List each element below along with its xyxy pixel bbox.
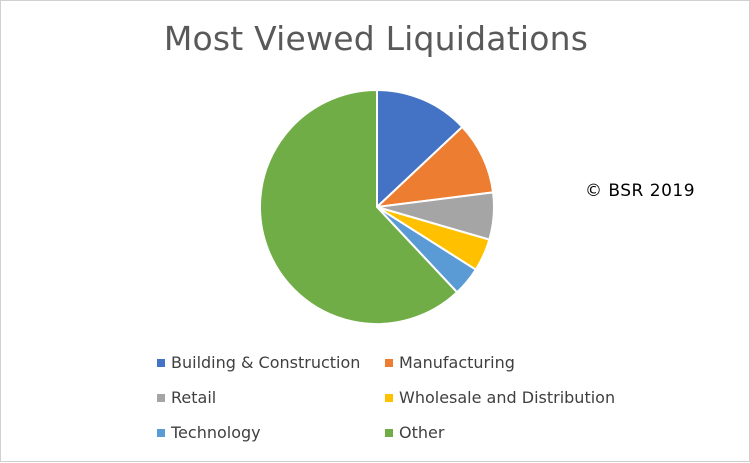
- pie-slice-manufacturing: [374, 125, 495, 209]
- legend-item-building-construction: Building & Construction: [157, 353, 360, 372]
- legend-item-retail: Retail: [157, 388, 216, 407]
- legend-label: Retail: [171, 388, 217, 407]
- legend-item-other: Other: [385, 423, 444, 442]
- legend-swatch: [157, 358, 165, 367]
- legend-swatch: [385, 358, 393, 367]
- legend-swatch: [157, 428, 165, 437]
- chart-title: Most Viewed Liquidations: [163, 19, 589, 58]
- legend-item-wholesale-distribution: Wholesale and Distribution: [385, 388, 615, 407]
- legend-swatch: [385, 393, 393, 402]
- legend-label: Technology: [171, 423, 261, 442]
- legend-swatch: [157, 393, 165, 402]
- legend-label: Manufacturing: [399, 353, 515, 372]
- legend-label: Other: [399, 423, 445, 442]
- copyright-annotation: © BSR 2019: [585, 181, 696, 201]
- legend-item-manufacturing: Manufacturing: [385, 353, 515, 372]
- legend-swatch: [385, 428, 393, 437]
- legend-item-technology: Technology: [157, 423, 261, 442]
- legend-label: Building & Construction: [171, 353, 361, 372]
- pie-slice-building-construction: [376, 88, 464, 210]
- legend-label: Wholesale and Distribution: [399, 388, 616, 407]
- pie-slice-other: [259, 88, 459, 325]
